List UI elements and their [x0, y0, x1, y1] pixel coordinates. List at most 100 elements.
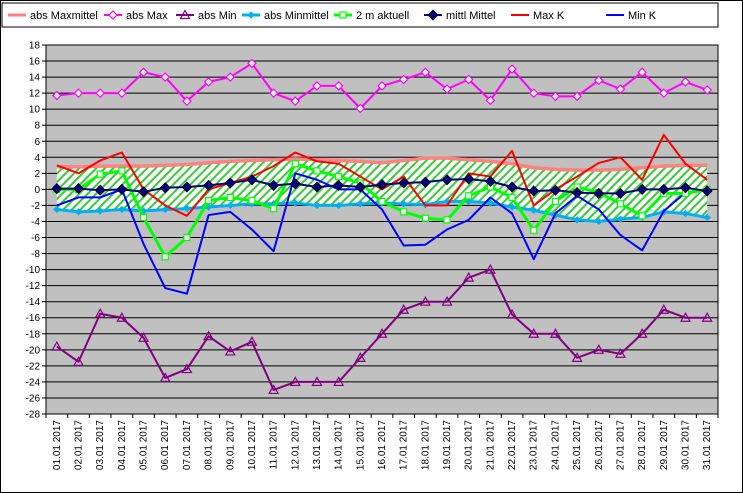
2-m-aktuell-point [551, 197, 560, 206]
axes [45, 44, 719, 418]
mittl-mittel-point [614, 187, 627, 199]
legend-label: abs Maxmittel [30, 10, 98, 22]
abs-max-point [268, 88, 279, 98]
abs-min-point [181, 363, 193, 374]
y-tick-label: -8 [31, 249, 40, 260]
abs-min-point [289, 376, 301, 387]
2-m-aktuell-point [161, 253, 169, 261]
plot-area [46, 45, 718, 414]
2-m-aktuell-point [139, 213, 148, 222]
x-tick-label: 30.01 2017 [680, 420, 691, 470]
2-m-aktuell-point [96, 170, 104, 178]
x-tick-label: 13.01 2017 [312, 420, 323, 470]
abs-max-point [463, 74, 474, 85]
y-tick-label: 12 [29, 89, 41, 100]
y-tick-label: 18 [29, 41, 41, 52]
y-tick-label: 14 [29, 73, 41, 84]
abs-max-point [615, 84, 626, 94]
abs-minmittel-point [291, 199, 299, 207]
abs-min-point [484, 263, 496, 274]
abs-min-point [354, 352, 366, 362]
mittl-mittel-point [441, 174, 453, 186]
abs-max-point [290, 96, 301, 107]
y-tick-label: 6 [34, 137, 40, 148]
legend-item-min-k: Min K [606, 10, 657, 22]
mittl-mittel-point [463, 173, 475, 185]
abs-max-point [138, 67, 149, 78]
min-k-line [56, 172, 708, 295]
abs-max-point [658, 88, 669, 98]
abs-minmittel-point [465, 197, 473, 206]
legend-item-abs-maxmittel: abs Maxmittel [8, 10, 98, 22]
x-tick-label: 31.01 2017 [702, 420, 713, 470]
abs-max-point [507, 64, 517, 74]
abs-min-point [679, 312, 692, 322]
abs-minmittel-point [616, 215, 625, 223]
x-tick-label: 16.01 2017 [377, 420, 388, 470]
abs-min-point [506, 308, 518, 319]
2-m-aktuell-point [508, 193, 516, 202]
y-tick-label: -18 [26, 329, 41, 340]
x-tick-label: 29.01 2017 [659, 420, 670, 470]
x-tick-label: 10.01 2017 [247, 420, 258, 470]
abs-minmittel-point [530, 206, 538, 214]
legend: abs Maxmittel abs Max abs Min abs Minmittel… [1, 2, 719, 28]
y-tick-label: 16 [29, 57, 41, 68]
y-tick-label: -10 [26, 265, 41, 276]
2-m-aktuell-point [378, 197, 386, 206]
2-m-aktuell-point [443, 216, 451, 224]
mittl-mittel-point [376, 179, 388, 191]
x-tick-label: 06.01 2017 [160, 420, 171, 470]
y-tick-label: -12 [26, 281, 41, 292]
x-tick-label: 25.01 2017 [572, 420, 583, 470]
legend-label: abs Minmittel [264, 10, 329, 22]
x-tick-label: 03.01 2017 [95, 420, 106, 470]
y-tick-label: -2 [31, 201, 40, 212]
legend-abs-max-point [108, 10, 118, 20]
legend-abs-minmittel-point [247, 11, 255, 19]
y-tick-label: -14 [26, 297, 41, 308]
mittl-mittel-point [137, 186, 150, 198]
abs-max-point [247, 58, 257, 69]
series-abs-max [51, 58, 713, 114]
mittl-mittel-point [571, 187, 583, 199]
series-min-k [56, 172, 708, 295]
abs-min-point [311, 376, 323, 387]
abs-minmittel-point [226, 201, 234, 210]
legend-label: abs Max [126, 10, 168, 22]
legend-item-mittl-mittel: mittl Mittel [424, 9, 496, 22]
y-tick-label: 2 [34, 169, 40, 180]
mittl-mittel-point [94, 184, 106, 196]
mittl-mittel-point [701, 185, 713, 197]
abs-minmittel-point [183, 204, 191, 213]
abs-max-point [182, 96, 192, 107]
x-tick-label: 20.01 2017 [464, 420, 475, 470]
abs-max-point [680, 77, 691, 87]
mittl-mittel-point [528, 185, 540, 197]
abs-min-point [138, 332, 150, 342]
y-tick-label: 4 [34, 153, 40, 164]
abs-max-point [203, 77, 214, 87]
abs-minmittel-point [573, 216, 581, 224]
abs-max-point [572, 91, 582, 102]
mittl-mittel-point [246, 174, 258, 186]
x-tick-label: 01.01 2017 [52, 420, 63, 470]
2-m-aktuell-point [616, 200, 625, 208]
mittl-mittel-point [268, 179, 280, 191]
abs-minmittel-point [334, 201, 343, 210]
2-m-aktuell-point [226, 193, 234, 202]
y-tick-label: 8 [34, 121, 40, 132]
x-tick-label: 14.01 2017 [334, 420, 345, 470]
legend-label: abs Min [198, 10, 237, 22]
abs-minmittel-point [703, 213, 711, 222]
y-tick-label: -24 [26, 377, 41, 388]
abs-max-point [550, 91, 561, 102]
abs-min-point [268, 384, 280, 395]
abs-min-point [333, 376, 345, 387]
abs-max-point [377, 81, 387, 91]
abs-minmittel-point [53, 205, 61, 214]
2-m-aktuell-point [183, 233, 191, 242]
abs-max-point [420, 67, 431, 78]
abs-max-point [225, 72, 236, 82]
abs-max-point [528, 88, 539, 98]
